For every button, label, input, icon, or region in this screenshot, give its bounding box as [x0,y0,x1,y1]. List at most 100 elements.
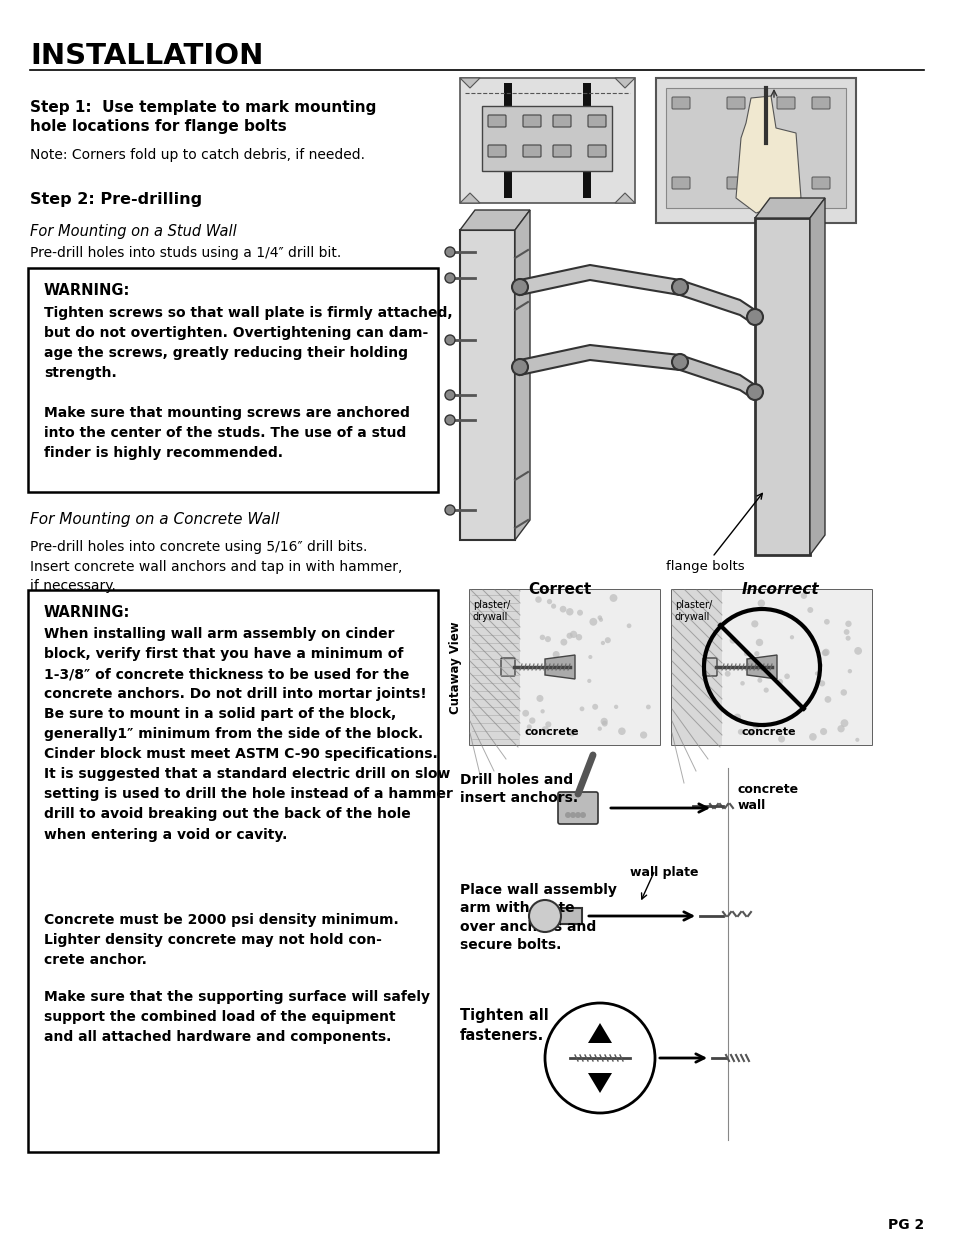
Text: Correct: Correct [528,582,591,597]
Circle shape [800,593,806,599]
FancyBboxPatch shape [776,177,794,189]
Circle shape [855,737,859,742]
FancyBboxPatch shape [522,115,540,127]
Circle shape [671,279,687,295]
Polygon shape [754,219,809,555]
Bar [470,590,519,745]
Circle shape [609,594,617,601]
FancyBboxPatch shape [587,144,605,157]
FancyBboxPatch shape [587,115,605,127]
Circle shape [575,811,580,818]
Text: Step 1:  Use template to mark mounting
hole locations for flange bolts: Step 1: Use template to mark mounting ho… [30,100,376,135]
Circle shape [761,722,766,727]
Circle shape [552,651,559,658]
Text: Concrete must be 2000 psi density minimum.
Lighter density concrete may not hold: Concrete must be 2000 psi density minimu… [44,913,398,967]
Circle shape [784,690,788,694]
Circle shape [757,678,761,683]
Polygon shape [515,210,530,540]
Circle shape [752,724,759,730]
FancyBboxPatch shape [656,78,855,224]
Polygon shape [615,78,635,88]
FancyBboxPatch shape [811,177,829,189]
FancyBboxPatch shape [776,98,794,109]
Circle shape [444,335,455,345]
Circle shape [536,695,543,701]
Circle shape [754,651,759,656]
Circle shape [626,624,631,629]
Text: Pre-drill holes into concrete using 5/16″ drill bits.
Insert concrete wall ancho: Pre-drill holes into concrete using 5/16… [30,540,402,593]
FancyBboxPatch shape [500,658,515,676]
Circle shape [568,730,575,736]
Bar [519,590,659,745]
Circle shape [598,618,602,622]
Circle shape [639,731,646,739]
Circle shape [600,641,604,645]
Bar [671,590,721,745]
Circle shape [847,669,851,673]
Circle shape [821,650,827,656]
Circle shape [539,635,544,640]
Circle shape [777,679,782,684]
Circle shape [823,697,830,703]
Circle shape [576,634,581,641]
Circle shape [579,706,584,711]
Circle shape [778,736,784,742]
Text: Pre-drill holes into studs using a 1/4″ drill bit.: Pre-drill holes into studs using a 1/4″ … [30,246,341,261]
FancyBboxPatch shape [559,908,581,924]
FancyBboxPatch shape [671,98,689,109]
Circle shape [559,638,567,646]
Circle shape [733,714,740,721]
Circle shape [564,811,571,818]
Circle shape [444,415,455,425]
Circle shape [512,359,527,375]
Circle shape [588,655,592,659]
FancyBboxPatch shape [470,590,659,745]
Text: Tighten screws so that wall plate is firmly attached,
but do not overtighten. Ov: Tighten screws so that wall plate is fir… [44,306,452,461]
Circle shape [618,727,625,735]
Circle shape [586,679,591,683]
Text: Tighten all
fasteners.: Tighten all fasteners. [459,1008,548,1042]
Circle shape [755,638,762,646]
Text: INSTALLATION: INSTALLATION [30,42,263,70]
Circle shape [544,636,551,642]
Circle shape [645,705,650,709]
Circle shape [844,621,851,627]
Circle shape [821,648,829,656]
Circle shape [818,663,822,668]
Circle shape [724,671,730,677]
Circle shape [512,279,527,295]
Text: Note: Corners fold up to catch debris, if needed.: Note: Corners fold up to catch debris, i… [30,148,365,162]
Circle shape [569,811,576,818]
Circle shape [601,721,607,726]
Circle shape [729,637,736,643]
FancyBboxPatch shape [811,98,829,109]
Circle shape [565,608,573,615]
Text: flange bolts: flange bolts [665,494,761,573]
Circle shape [589,618,597,626]
FancyBboxPatch shape [488,144,505,157]
Circle shape [820,727,826,735]
Circle shape [551,604,556,609]
Polygon shape [615,193,635,203]
Circle shape [577,610,582,616]
Circle shape [806,608,812,613]
Circle shape [546,599,552,604]
FancyBboxPatch shape [671,177,689,189]
FancyBboxPatch shape [553,115,571,127]
Circle shape [566,632,572,638]
Polygon shape [587,1073,612,1093]
Circle shape [808,734,816,741]
Circle shape [444,273,455,283]
Circle shape [671,354,687,370]
Circle shape [544,1003,655,1113]
Circle shape [840,719,847,727]
Circle shape [559,606,566,613]
Polygon shape [746,655,776,679]
FancyBboxPatch shape [726,98,744,109]
Circle shape [614,705,618,709]
Circle shape [444,390,455,400]
Circle shape [545,721,551,727]
Polygon shape [459,210,530,230]
Text: For Mounting on a Concrete Wall: For Mounting on a Concrete Wall [30,513,279,527]
Text: Step 2: Pre-drilling: Step 2: Pre-drilling [30,191,202,207]
